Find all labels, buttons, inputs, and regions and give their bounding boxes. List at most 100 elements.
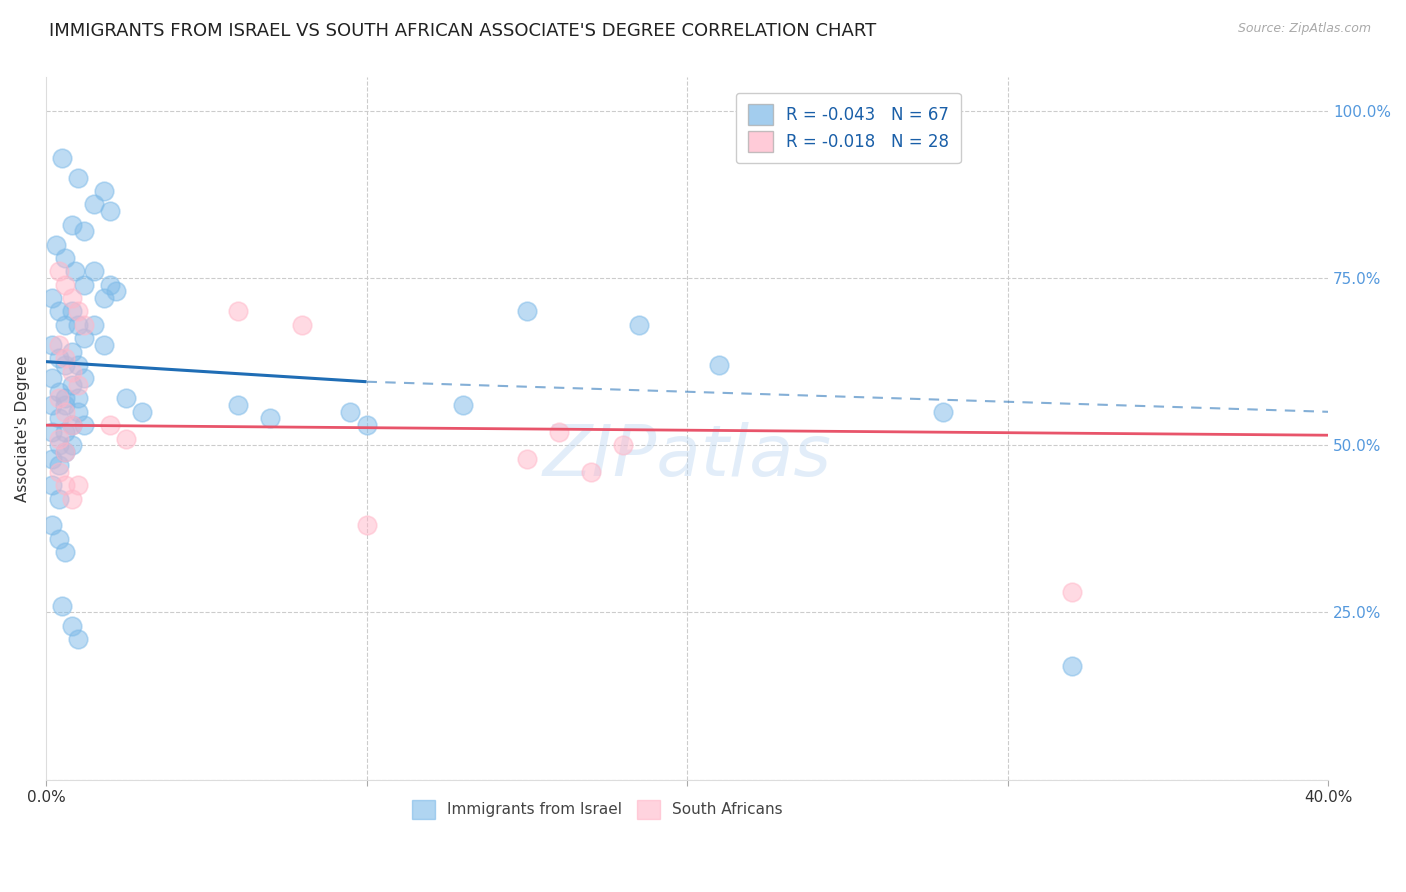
Point xyxy=(93,184,115,198)
Point xyxy=(53,398,76,412)
Point xyxy=(547,425,569,439)
Point xyxy=(93,291,115,305)
Point xyxy=(60,304,83,318)
Point xyxy=(60,378,83,392)
Legend: Immigrants from Israel, South Africans: Immigrants from Israel, South Africans xyxy=(405,794,789,824)
Point xyxy=(41,478,63,492)
Point xyxy=(73,418,96,433)
Point xyxy=(51,599,73,613)
Point xyxy=(451,398,474,412)
Point xyxy=(53,318,76,332)
Point xyxy=(66,170,89,185)
Point xyxy=(115,432,138,446)
Point xyxy=(627,318,650,332)
Point xyxy=(48,351,70,366)
Point xyxy=(932,405,955,419)
Point xyxy=(48,438,70,452)
Point xyxy=(53,358,76,372)
Point xyxy=(98,277,121,292)
Point xyxy=(66,304,89,318)
Point xyxy=(51,151,73,165)
Point xyxy=(48,384,70,399)
Point xyxy=(516,304,538,318)
Point xyxy=(73,277,96,292)
Point xyxy=(60,418,83,433)
Point xyxy=(226,398,249,412)
Point xyxy=(73,331,96,345)
Point xyxy=(291,318,314,332)
Point xyxy=(53,445,76,459)
Point xyxy=(707,358,730,372)
Point xyxy=(66,392,89,406)
Point xyxy=(131,405,153,419)
Point xyxy=(41,518,63,533)
Point xyxy=(60,291,83,305)
Point xyxy=(41,338,63,352)
Point xyxy=(66,318,89,332)
Point xyxy=(60,491,83,506)
Point xyxy=(63,264,86,278)
Point xyxy=(105,285,128,299)
Text: IMMIGRANTS FROM ISRAEL VS SOUTH AFRICAN ASSOCIATE'S DEGREE CORRELATION CHART: IMMIGRANTS FROM ISRAEL VS SOUTH AFRICAN … xyxy=(49,22,876,40)
Point xyxy=(73,371,96,385)
Point xyxy=(98,418,121,433)
Point xyxy=(66,405,89,419)
Point xyxy=(48,432,70,446)
Point xyxy=(66,632,89,647)
Point xyxy=(41,291,63,305)
Point xyxy=(259,411,281,425)
Point xyxy=(48,411,70,425)
Point xyxy=(53,405,76,419)
Point xyxy=(66,478,89,492)
Point xyxy=(53,277,76,292)
Point xyxy=(53,392,76,406)
Point xyxy=(53,445,76,459)
Point xyxy=(60,218,83,232)
Point xyxy=(48,304,70,318)
Point xyxy=(60,418,83,433)
Point xyxy=(73,318,96,332)
Y-axis label: Associate's Degree: Associate's Degree xyxy=(15,355,30,502)
Point xyxy=(53,351,76,366)
Point xyxy=(115,392,138,406)
Point xyxy=(48,338,70,352)
Point xyxy=(48,491,70,506)
Point xyxy=(41,451,63,466)
Point xyxy=(53,251,76,265)
Point xyxy=(93,338,115,352)
Point xyxy=(356,418,378,433)
Point xyxy=(53,545,76,559)
Point xyxy=(612,438,634,452)
Point xyxy=(226,304,249,318)
Point xyxy=(45,237,67,252)
Point xyxy=(1060,585,1083,599)
Point xyxy=(356,518,378,533)
Point xyxy=(73,224,96,238)
Point xyxy=(60,619,83,633)
Text: Source: ZipAtlas.com: Source: ZipAtlas.com xyxy=(1237,22,1371,36)
Point xyxy=(41,398,63,412)
Point xyxy=(66,378,89,392)
Point xyxy=(83,264,105,278)
Point xyxy=(83,318,105,332)
Point xyxy=(1060,659,1083,673)
Point xyxy=(48,465,70,479)
Point xyxy=(339,405,361,419)
Point xyxy=(48,532,70,546)
Point xyxy=(48,458,70,473)
Point xyxy=(60,365,83,379)
Point xyxy=(41,371,63,385)
Point xyxy=(579,465,602,479)
Point xyxy=(48,264,70,278)
Point xyxy=(60,438,83,452)
Text: ZIPatlas: ZIPatlas xyxy=(543,422,831,491)
Point xyxy=(41,425,63,439)
Point xyxy=(53,425,76,439)
Point xyxy=(60,344,83,359)
Point xyxy=(98,204,121,219)
Point xyxy=(83,197,105,211)
Point xyxy=(48,392,70,406)
Point xyxy=(66,358,89,372)
Point xyxy=(53,478,76,492)
Point xyxy=(516,451,538,466)
